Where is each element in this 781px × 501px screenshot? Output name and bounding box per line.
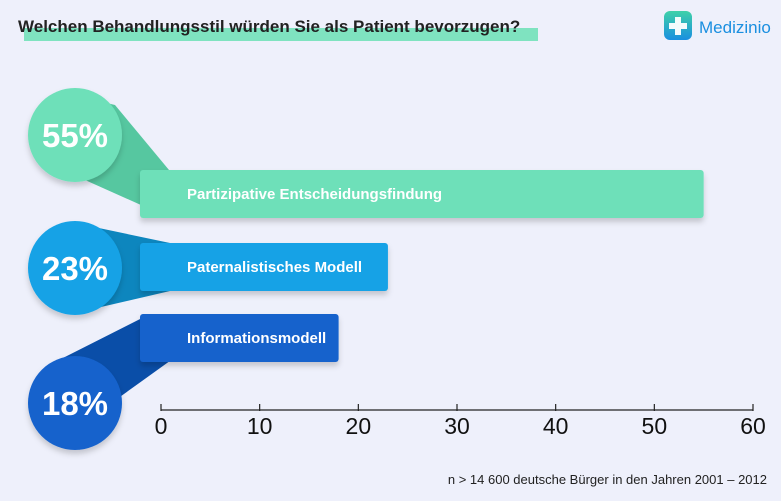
value-label: 18% — [42, 385, 108, 422]
bar-group: 18% Informationsmodell — [28, 314, 339, 450]
value-circle — [28, 88, 122, 182]
category-label: Partizipative Entscheidungsfindung — [187, 186, 442, 203]
category-label: Paternalistisches Modell — [187, 259, 362, 276]
value-circle — [28, 356, 122, 450]
brand-name: Medizinio — [699, 18, 771, 37]
bar — [140, 243, 388, 291]
value-label: 23% — [42, 250, 108, 287]
tick-label: 0 — [155, 413, 168, 439]
bar-group: 55% Partizipative Entscheidungsfindung — [28, 88, 704, 218]
tick-label: 30 — [444, 413, 470, 439]
bar-group: 23% Paternalistisches Modell — [28, 221, 388, 315]
value-label: 55% — [42, 117, 108, 154]
x-axis: 0 10 20 30 40 50 60 — [155, 404, 766, 439]
footnote: n > 14 600 deutsche Bürger in den Jahren… — [448, 472, 767, 487]
bar — [140, 314, 339, 362]
tick-label: 20 — [346, 413, 372, 439]
brand-logo: Medizinio — [664, 11, 771, 40]
tick-label: 40 — [543, 413, 569, 439]
value-circle — [28, 221, 122, 315]
title-underline — [24, 28, 538, 41]
tick-label: 60 — [740, 413, 766, 439]
chart-title: Welchen Behandlungsstil würden Sie als P… — [18, 17, 520, 36]
tick-label: 10 — [247, 413, 273, 439]
tick-label: 50 — [642, 413, 668, 439]
bars: 55% Partizipative Entscheidungsfindung 23%… — [28, 88, 704, 450]
bar — [140, 170, 704, 218]
category-label: Informationsmodell — [187, 330, 326, 347]
